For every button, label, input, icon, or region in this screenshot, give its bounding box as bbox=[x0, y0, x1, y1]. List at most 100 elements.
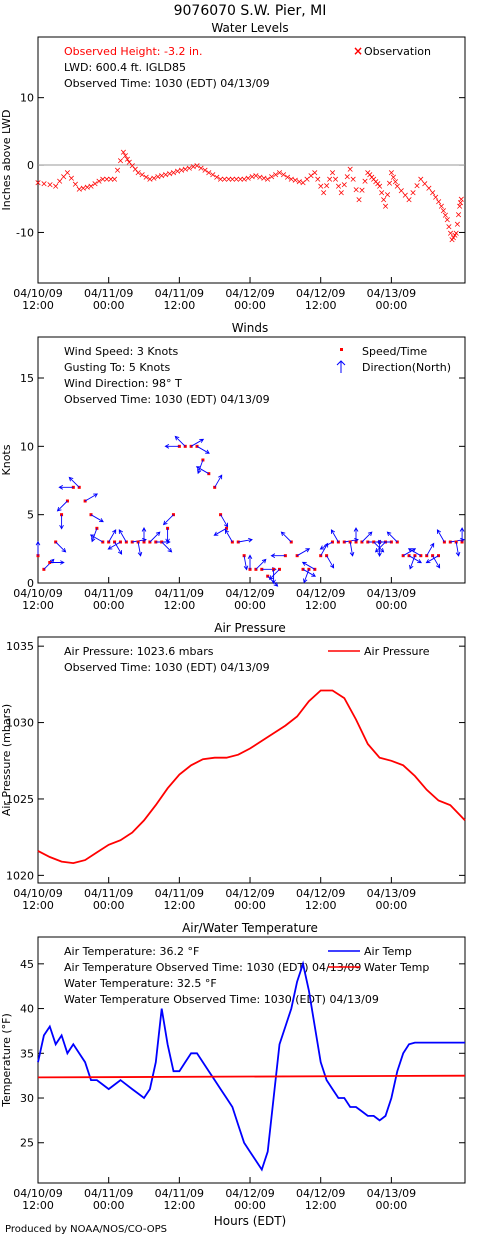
winds-xtick-date: 04/12/09 bbox=[225, 587, 274, 600]
water-observation-point: × bbox=[455, 211, 463, 221]
water-observation-point: × bbox=[370, 175, 378, 185]
pressure-panel: Air Pressure 1020 1025 1030 1035 Air Pressure… bbox=[0, 621, 466, 912]
pressure-xtick-date: 04/11/09 bbox=[155, 887, 204, 900]
water-observation-point: × bbox=[256, 173, 264, 183]
wind-direction-arrow bbox=[386, 531, 398, 543]
water-observation-point: × bbox=[358, 186, 366, 196]
wind-direction-arrow bbox=[68, 476, 80, 488]
winds-xtick-time: 00:00 bbox=[234, 599, 266, 612]
wind-speed-point bbox=[431, 554, 435, 558]
wind-speed-point bbox=[160, 540, 164, 544]
winds-xtick-time: 00:00 bbox=[93, 599, 125, 612]
winds-xtick-date: 04/11/09 bbox=[84, 587, 133, 600]
water-observation-point: × bbox=[299, 178, 307, 188]
water-observation-point: × bbox=[122, 152, 130, 162]
water-observation-point: × bbox=[260, 174, 268, 184]
water-ylabel: Inches above LWD bbox=[0, 110, 13, 211]
pressure-series-line bbox=[37, 689, 466, 865]
pressure-xtick-date: 04/11/09 bbox=[84, 887, 133, 900]
wind-speed-point bbox=[436, 554, 440, 558]
winds-ytick-label: 15 bbox=[20, 372, 34, 385]
wind-speed-point bbox=[48, 561, 52, 564]
wind-direction-arrow bbox=[43, 558, 55, 570]
wind-direction-arrow bbox=[161, 541, 173, 553]
winds-legend-marker bbox=[336, 360, 346, 373]
water-observation-point: × bbox=[272, 170, 280, 180]
water-observation-point: × bbox=[291, 176, 299, 186]
water-observation-point: × bbox=[229, 175, 237, 185]
wind-direction-arrow bbox=[213, 527, 227, 536]
water-observation-point: × bbox=[138, 171, 146, 181]
wind-direction-arrow bbox=[165, 528, 170, 544]
wind-speed-point bbox=[54, 540, 58, 544]
pressure-xtick-time: 12:00 bbox=[305, 899, 337, 912]
wind-speed-point bbox=[107, 540, 111, 544]
wind-speed-point bbox=[71, 485, 75, 489]
water-observation-point: × bbox=[103, 175, 111, 185]
water-observation-point: × bbox=[79, 184, 87, 194]
water-observation-point: × bbox=[456, 202, 464, 212]
water-observation-point: × bbox=[344, 172, 352, 182]
wind-direction-arrow bbox=[58, 485, 74, 490]
temperature-xtick-date: 04/13/09 bbox=[367, 1187, 416, 1200]
wind-speed-point bbox=[154, 540, 158, 544]
temperature-xtick-date: 04/10/09 bbox=[13, 1187, 62, 1200]
water-observation-point: × bbox=[382, 202, 390, 212]
water-xtick-date: 04/11/09 bbox=[155, 287, 204, 300]
wind-direction-arrow bbox=[89, 534, 104, 543]
temperature-info-line: Water Temperature Observed Time: 1030 (E… bbox=[64, 993, 379, 1006]
water-observation-point: × bbox=[264, 175, 272, 185]
temperature-ytick-label: 35 bbox=[20, 1047, 34, 1060]
wind-speed-point bbox=[266, 574, 270, 578]
wind-speed-point bbox=[183, 444, 187, 448]
winds-ylabel: Knots bbox=[0, 444, 13, 475]
water-observation-point: × bbox=[448, 236, 456, 246]
wind-speed-point bbox=[60, 513, 64, 517]
wind-speed-point bbox=[219, 513, 223, 517]
water-panel: Water Levels -10 0 10 Inches above LWD 04/10/… bbox=[0, 21, 466, 312]
water-observation-point: × bbox=[402, 191, 410, 201]
water-xtick-time: 00:00 bbox=[376, 299, 408, 312]
temperature-info-line: Air Temperature: 36.2 °F bbox=[64, 945, 199, 958]
water-observation-point: × bbox=[181, 165, 189, 175]
wind-direction-arrow bbox=[319, 541, 333, 550]
water-observation-point: × bbox=[132, 165, 140, 175]
water-observation-point: × bbox=[384, 191, 392, 201]
water-observation-point: × bbox=[317, 182, 325, 192]
page-title: 9076070 S.W. Pier, MI bbox=[174, 3, 327, 19]
water-observation-point: × bbox=[64, 168, 72, 178]
wind-speed-point bbox=[313, 567, 317, 571]
water-observation-point: × bbox=[166, 169, 174, 179]
water-observation-point: × bbox=[451, 231, 459, 241]
water-observation-point: × bbox=[217, 175, 225, 185]
pressure-legend-label: Air Pressure bbox=[364, 645, 430, 658]
wind-speed-point bbox=[419, 554, 423, 558]
wind-direction-arrow bbox=[84, 493, 98, 502]
water-observation-point: × bbox=[346, 165, 354, 175]
water-observation-point: × bbox=[72, 180, 80, 190]
water-observation-point: × bbox=[142, 173, 150, 183]
water-observation-point: × bbox=[393, 182, 401, 192]
temperature-xtick-date: 04/11/09 bbox=[84, 1187, 133, 1200]
water-observation-point: × bbox=[417, 175, 425, 185]
wind-direction-arrow bbox=[108, 529, 117, 543]
water-observation-point: × bbox=[390, 173, 398, 183]
wind-direction-arrow bbox=[301, 561, 316, 570]
water-observation-point: × bbox=[435, 198, 443, 208]
temperature-ytick-label: 45 bbox=[20, 958, 34, 971]
temperature-series-line bbox=[37, 960, 465, 1172]
temperature-xtick-time: 00:00 bbox=[93, 1199, 125, 1212]
wind-direction-arrow bbox=[302, 568, 317, 577]
winds-xtick-time: 00:00 bbox=[376, 599, 408, 612]
wind-direction-arrow bbox=[162, 514, 174, 526]
water-observation-point: × bbox=[323, 182, 331, 192]
temperature-legend-label: Water Temp bbox=[364, 961, 429, 974]
wind-direction-arrow bbox=[425, 555, 439, 564]
water-observation-point: × bbox=[361, 177, 369, 187]
water-observation-point: × bbox=[126, 158, 134, 168]
temperature-xtick-date: 04/12/09 bbox=[225, 1187, 274, 1200]
water-legend-marker: × bbox=[353, 44, 363, 58]
water-xtick-time: 12:00 bbox=[305, 299, 337, 312]
wind-direction-arrow bbox=[436, 529, 445, 543]
water-observation-point: × bbox=[335, 182, 343, 192]
